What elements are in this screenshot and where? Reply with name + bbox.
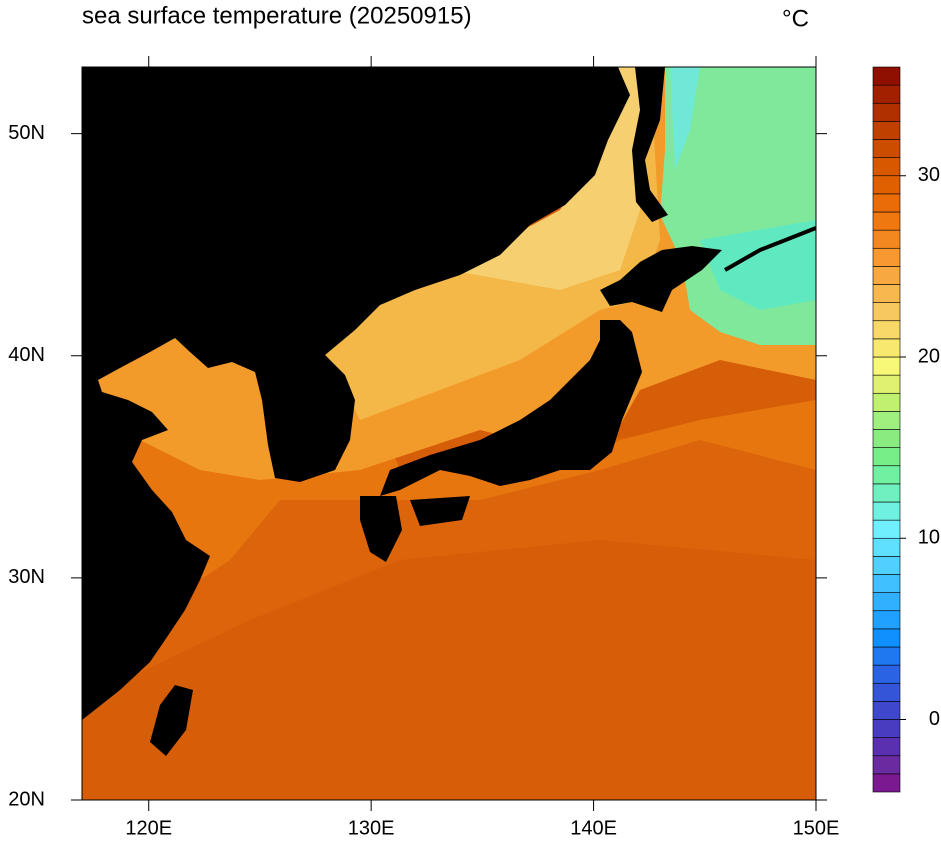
land <box>82 67 630 720</box>
ocean-zone <box>700 220 816 310</box>
colorbar-cell <box>872 66 901 86</box>
map-title: sea surface temperature (20250915) <box>82 2 472 29</box>
colorbar-cell <box>872 175 901 195</box>
y-tick-label: 30N <box>8 566 45 588</box>
land <box>360 496 402 562</box>
y-tick-label: 40N <box>8 344 45 366</box>
colorbar-cell <box>872 610 901 630</box>
colorbar-tick-label: 20 <box>918 345 940 367</box>
y-tick-label: 50N <box>8 122 45 144</box>
colorbar-cell <box>872 719 901 738</box>
colorbar-cell <box>872 247 901 267</box>
colorbar-cell <box>872 302 901 322</box>
colorbar-cell <box>872 211 901 231</box>
colorbar-cell <box>872 157 901 177</box>
x-tick-label: 150E <box>793 817 840 839</box>
ocean-zone <box>450 67 640 290</box>
colorbar-cell <box>872 537 901 557</box>
colorbar-cell <box>872 501 901 521</box>
colorbar-cell <box>872 556 901 575</box>
land <box>410 496 470 526</box>
colorbar: 0 10 20 30 <box>872 66 940 793</box>
colorbar-cell <box>872 356 901 376</box>
colorbar-cell <box>872 646 901 666</box>
units-label: °C <box>782 5 809 32</box>
colorbar-cell <box>872 266 901 285</box>
colorbar-cell <box>872 139 901 158</box>
colorbar-cell <box>872 664 901 684</box>
axes: 120E 130E 140E 150E 20N 30N 40N 50N <box>8 56 839 839</box>
colorbar-cell <box>872 628 901 648</box>
colorbar-cell <box>872 121 901 140</box>
y-tick-label: 20N <box>8 788 45 810</box>
x-tick-label: 140E <box>570 817 617 839</box>
colorbar-cell <box>872 447 901 467</box>
colorbar-cell <box>872 320 901 340</box>
x-tick-label: 130E <box>348 817 395 839</box>
ocean-zone <box>670 67 700 170</box>
colorbar-cell <box>872 483 901 503</box>
land <box>150 685 193 756</box>
land <box>380 320 642 496</box>
colorbar-cell <box>872 574 901 593</box>
plot-frame <box>81 66 817 801</box>
colorbar-cell <box>872 429 901 448</box>
colorbar-tick-label: 30 <box>918 164 940 186</box>
ocean-zone <box>300 67 660 420</box>
colorbar-cell <box>872 755 901 775</box>
colorbar-cell <box>872 374 901 394</box>
colorbar-cell <box>872 411 901 430</box>
colorbar-cell <box>872 229 901 249</box>
land <box>632 67 668 222</box>
colorbar-cell <box>872 465 901 485</box>
colorbar-cell <box>872 701 901 720</box>
land <box>600 246 722 312</box>
colorbar-tick-label: 0 <box>929 708 940 730</box>
colorbar-cell <box>872 392 901 412</box>
colorbar-cell <box>872 284 901 303</box>
colorbar-cell <box>872 773 901 793</box>
colorbar-cell <box>872 102 901 122</box>
land <box>724 226 816 272</box>
colorbar-cell <box>872 519 901 539</box>
colorbar-cell <box>872 592 901 612</box>
sst-field <box>82 67 816 800</box>
colorbar-cell <box>872 737 901 757</box>
colorbar-cell <box>872 193 901 213</box>
colorbar-cell <box>872 84 901 104</box>
colorbar-cell <box>872 682 901 702</box>
colorbar-cell <box>872 338 901 358</box>
x-tick-label: 120E <box>125 817 172 839</box>
colorbar-tick-label: 10 <box>918 527 940 549</box>
